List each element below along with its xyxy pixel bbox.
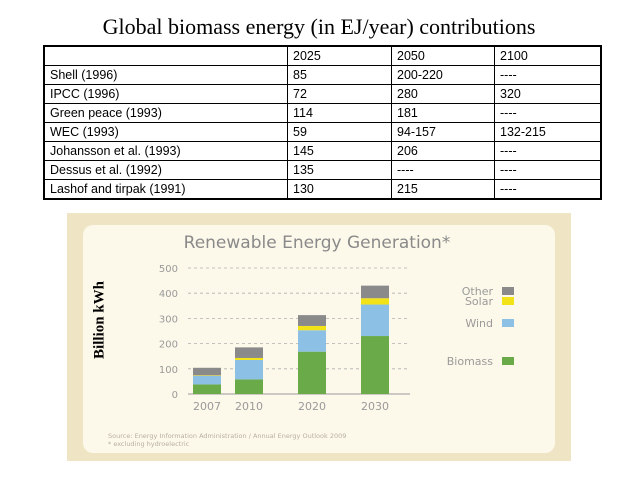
legend-label-other: Other (462, 285, 494, 298)
table-cell: ---- (494, 160, 602, 180)
table-cell: ---- (391, 160, 495, 180)
y-tick-label: 300 (159, 314, 178, 325)
y-tick-label: 100 (159, 365, 178, 376)
bar-biomass (235, 379, 263, 394)
bar-biomass (361, 336, 389, 394)
source-note: Source: Energy Information Administratio… (108, 432, 346, 440)
y-tick-label: 200 (159, 340, 178, 351)
bar-biomass (298, 351, 326, 394)
table-row: Shell (1996) 85 200-220 ---- (43, 65, 602, 85)
bar-other (235, 347, 263, 358)
table-header-cell: 2025 (287, 45, 392, 66)
bar-solar (235, 357, 263, 360)
x-tick-label: 2030 (361, 400, 389, 413)
slide-title: Global biomass energy (in EJ/year) contr… (102, 14, 536, 39)
table-cell: Johansson et al. (1993) (43, 141, 288, 161)
x-tick-label: 2010 (235, 400, 263, 413)
bar-wind (361, 304, 389, 337)
bar-wind (193, 375, 221, 385)
bar-other (298, 315, 326, 326)
table-row: Dessus et al. (1992) 135 ---- ---- (43, 160, 602, 180)
y-tick-label: 0 (172, 390, 178, 401)
chart-title: Renewable Energy Generation* (184, 233, 451, 253)
legend-swatch-biomass (502, 357, 514, 365)
table-row: Lashof and tirpak (1991) 130 215 ---- (43, 179, 602, 200)
table-cell: ---- (494, 65, 602, 85)
bar-wind (235, 359, 263, 380)
legend-label-biomass: Biomass (447, 355, 494, 368)
bar-solar (361, 298, 389, 305)
table-row: Johansson et al. (1993) 145 206 ---- (43, 141, 602, 161)
legend-swatch-wind (502, 319, 514, 327)
table-cell: Lashof and tirpak (1991) (43, 179, 288, 200)
bar-biomass (193, 384, 221, 394)
y-tick-label: 500 (159, 264, 178, 275)
biomass-contributions-table: 2025 2050 2100 Shell (1996) 85 200-220 ---- IPC… (43, 45, 602, 200)
legend-swatch-solar (502, 297, 514, 305)
legend-label-wind: Wind (465, 317, 493, 330)
table-row: Green peace (1993) 114 181 ---- (43, 103, 602, 123)
footnote: * excluding hydroelectric (108, 440, 190, 448)
y-axis-label: Billion kWh (91, 281, 108, 359)
bar-other (361, 285, 389, 299)
legend-label-solar: Solar (465, 295, 494, 308)
table-cell: 215 (391, 179, 495, 200)
bar-solar (298, 325, 326, 331)
x-tick-label: 2007 (193, 400, 221, 413)
table-cell: 135 (287, 160, 392, 180)
table-cell: ---- (494, 179, 602, 200)
bar-other (193, 367, 221, 376)
table-cell: 280 (391, 84, 495, 104)
table-cell: Dessus et al. (1992) (43, 160, 288, 180)
y-tick-label: 400 (159, 289, 178, 300)
legend-swatch-other (502, 287, 514, 295)
bar-wind (298, 330, 326, 352)
x-tick-label: 2020 (298, 400, 326, 413)
table-cell: 200-220 (391, 65, 495, 85)
bar-solar (193, 375, 221, 376)
